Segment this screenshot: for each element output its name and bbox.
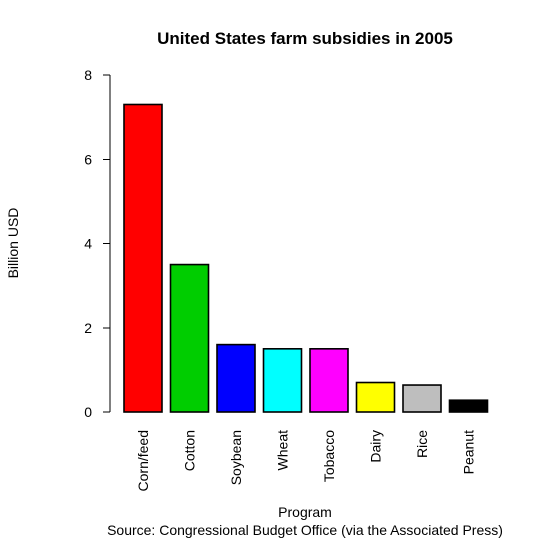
source-note: Source: Congressional Budget Office (via… [107, 522, 503, 538]
x-category-label: Tobacco [321, 430, 337, 482]
x-category-label: Dairy [368, 430, 384, 463]
x-category-label: Soybean [228, 430, 244, 485]
x-axis-category-labels: Corn/feed Cotton Soybean Wheat Tobacco Dairy R… [135, 430, 477, 492]
bars [123, 103, 489, 413]
x-category-label: Wheat [275, 430, 291, 471]
bar-corn-feed [123, 103, 163, 413]
x-category-label: Peanut [461, 430, 477, 474]
bar-soybean [216, 343, 256, 413]
y-axis: 0 2 4 6 8 [84, 67, 111, 420]
bar-dairy [355, 381, 396, 413]
y-tick-label: 4 [84, 236, 92, 252]
bar-tobacco [309, 348, 349, 413]
y-tick-label: 6 [84, 151, 92, 167]
x-axis-label: Program [278, 504, 332, 520]
y-tick-label: 8 [84, 67, 92, 83]
bar-rice [402, 384, 442, 413]
bar-peanut [448, 399, 489, 413]
bar-wheat [262, 348, 303, 413]
bar-cotton [169, 263, 210, 413]
x-category-label: Cotton [182, 430, 198, 471]
chart-title: United States farm subsidies in 2005 [157, 29, 453, 48]
x-category-label: Corn/feed [135, 430, 151, 491]
x-category-label: Rice [414, 430, 430, 458]
y-tick-label: 2 [84, 320, 92, 336]
y-axis-label: Billion USD [5, 208, 21, 279]
y-tick-label: 0 [84, 404, 92, 420]
